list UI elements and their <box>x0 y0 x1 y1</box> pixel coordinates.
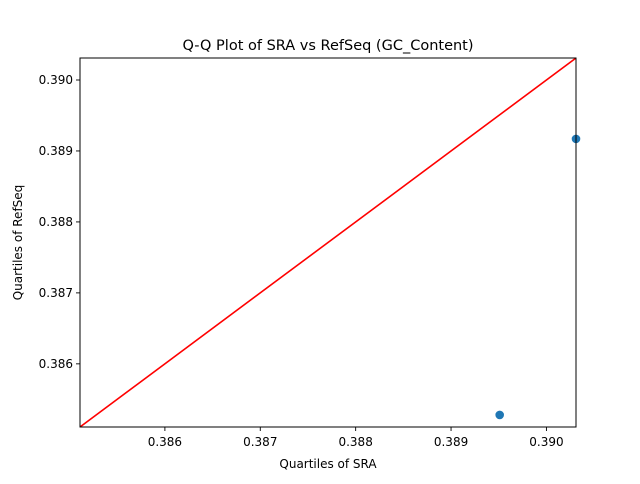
y-tick-label: 0.388 <box>39 215 73 229</box>
chart-title: Q-Q Plot of SRA vs RefSeq (GC_Content) <box>182 38 473 54</box>
x-tick-label: 0.390 <box>529 435 563 449</box>
y-axis-ticks: 0.386 0.387 0.388 0.389 0.390 <box>39 73 80 371</box>
y-tick-label: 0.389 <box>39 144 73 158</box>
axes-frame <box>79 57 577 428</box>
plot-area <box>80 58 581 427</box>
x-tick-label: 0.389 <box>434 435 468 449</box>
x-tick-label: 0.387 <box>243 435 277 449</box>
reference-line <box>80 58 576 427</box>
y-tick-label: 0.390 <box>39 73 73 87</box>
x-axis-ticks: 0.386 0.387 0.388 0.389 0.390 <box>148 427 564 449</box>
y-axis-label: Quartiles of RefSeq <box>11 185 25 301</box>
x-tick-label: 0.386 <box>148 435 182 449</box>
y-tick-label: 0.386 <box>39 357 73 371</box>
x-axis-label: Quartiles of SRA <box>279 457 377 471</box>
data-point <box>495 410 504 420</box>
x-tick-label: 0.388 <box>338 435 372 449</box>
y-tick-label: 0.387 <box>39 286 73 300</box>
